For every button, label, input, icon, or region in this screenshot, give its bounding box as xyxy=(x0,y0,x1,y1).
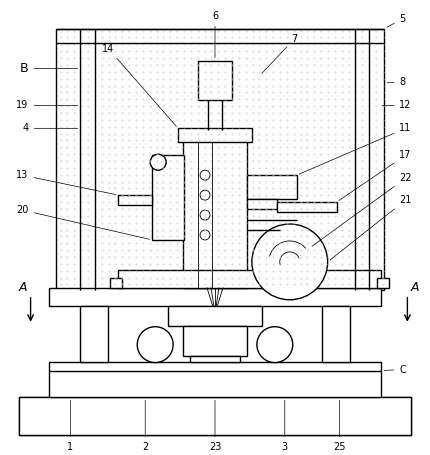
Text: 1: 1 xyxy=(68,400,74,452)
Text: 11: 11 xyxy=(299,123,412,174)
Bar xyxy=(247,199,277,209)
Text: 17: 17 xyxy=(339,150,412,201)
Bar xyxy=(178,128,252,142)
Text: 13: 13 xyxy=(16,170,116,195)
Text: C: C xyxy=(384,364,406,374)
Circle shape xyxy=(137,327,173,363)
Text: 25: 25 xyxy=(333,400,346,452)
Bar xyxy=(111,278,122,288)
Text: B: B xyxy=(20,62,78,75)
Text: 2: 2 xyxy=(142,400,148,452)
Text: 6: 6 xyxy=(212,10,218,58)
Bar xyxy=(183,326,247,356)
Circle shape xyxy=(150,154,166,170)
Bar xyxy=(277,202,337,212)
Text: 14: 14 xyxy=(102,44,176,126)
Bar xyxy=(18,398,412,435)
Bar xyxy=(152,155,184,240)
Text: 12: 12 xyxy=(382,101,412,111)
Bar xyxy=(198,61,232,101)
Bar xyxy=(49,362,381,398)
Bar xyxy=(80,306,108,362)
Text: 3: 3 xyxy=(282,400,288,452)
Bar xyxy=(183,130,247,288)
Bar xyxy=(18,398,412,435)
Bar xyxy=(190,356,240,362)
Text: 8: 8 xyxy=(387,77,405,87)
Circle shape xyxy=(257,327,293,363)
Text: 4: 4 xyxy=(22,123,78,133)
Text: 23: 23 xyxy=(209,400,221,452)
Text: 19: 19 xyxy=(16,101,78,111)
Text: 21: 21 xyxy=(330,195,412,260)
Bar xyxy=(247,175,297,199)
Text: 20: 20 xyxy=(16,205,150,239)
Text: A: A xyxy=(411,281,420,294)
Bar xyxy=(118,270,312,288)
Bar xyxy=(49,288,381,306)
Text: A: A xyxy=(18,281,27,294)
Circle shape xyxy=(252,224,328,300)
Text: 5: 5 xyxy=(387,14,405,27)
Bar xyxy=(322,306,350,362)
Bar xyxy=(55,29,384,290)
Bar xyxy=(168,306,262,326)
Bar xyxy=(378,278,390,288)
Text: 7: 7 xyxy=(262,34,298,73)
Text: 22: 22 xyxy=(312,173,412,246)
Bar xyxy=(312,270,381,288)
Bar xyxy=(118,195,152,205)
